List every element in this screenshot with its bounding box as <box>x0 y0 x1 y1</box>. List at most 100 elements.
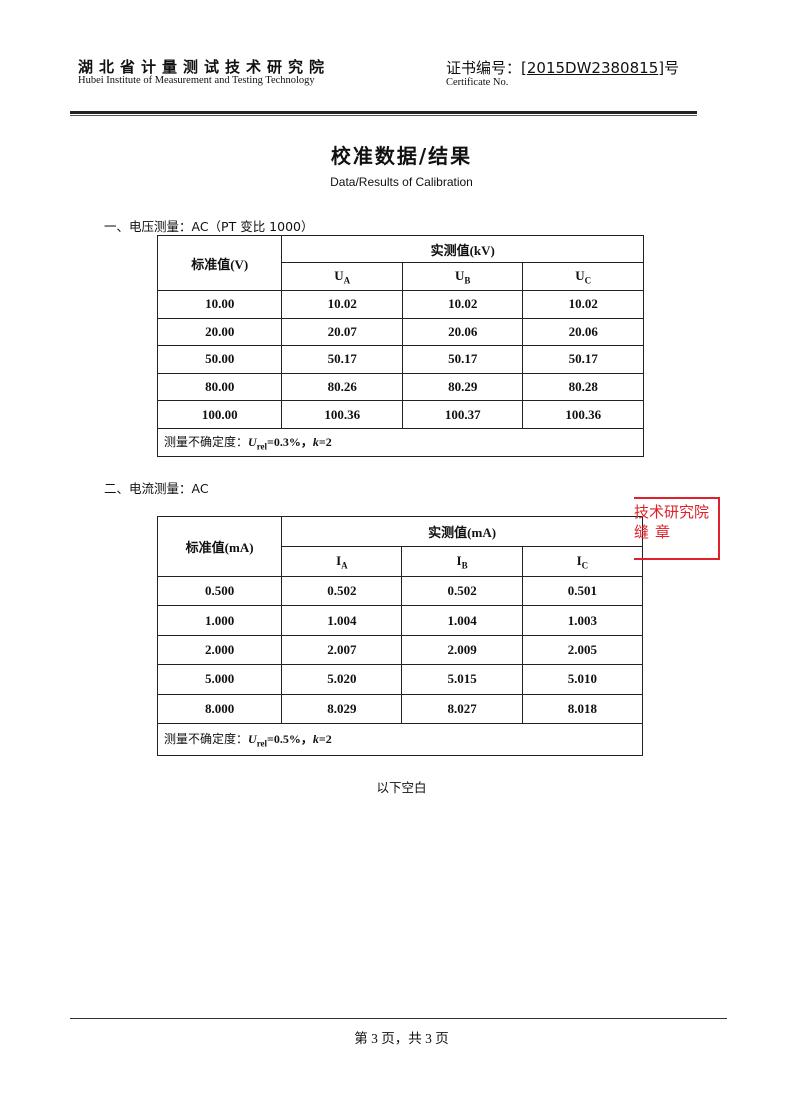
standard-value-cell: 8.000 <box>156 693 283 724</box>
stamp-line-1: 技术研究院 <box>634 503 710 521</box>
blank-below-note: 以下空白 <box>376 780 427 795</box>
standard-value-cell: 1.000 <box>156 605 283 636</box>
measured-value-cell: 8.029 <box>281 693 403 724</box>
phase-symbol: I <box>336 552 342 568</box>
page-subtitle: Data/Results of Calibration <box>330 175 473 189</box>
table-row: 1.000 1.004 1.004 1.003 <box>156 605 644 636</box>
footer-divider <box>70 1018 727 1019</box>
phase-header: IA <box>281 546 403 577</box>
cert-no: 2015DW2380815 <box>526 59 659 77</box>
measured-value-cell: 10.02 <box>401 290 524 319</box>
standard-value-header: 标准值(mA) <box>156 516 283 577</box>
phase-header: UC <box>522 262 644 291</box>
table-row: 0.500 0.502 0.502 0.501 <box>156 575 644 607</box>
standard-value-header: 标准值(V) <box>156 235 283 291</box>
standard-value-cell: 50.00 <box>156 345 283 374</box>
uncertainty-value: =0.3%， <box>267 435 313 450</box>
measured-value-cell: 100.37 <box>401 400 524 429</box>
standard-value-cell: 20.00 <box>156 317 283 347</box>
institute-name-en: Hubei Institute of Measurement and Testi… <box>78 75 315 86</box>
measured-value-cell: 2.005 <box>521 634 644 666</box>
measured-value-cell: 100.36 <box>281 400 403 429</box>
uncertainty-label: 测量不确定度： <box>164 435 249 450</box>
coverage-factor-symbol: k <box>312 732 319 747</box>
page-title: 校准数据/结果 <box>330 144 473 168</box>
phase-symbol: I <box>456 552 462 568</box>
uncertainty-subscript: rel <box>256 738 268 749</box>
measured-value-cell: 5.010 <box>521 664 644 695</box>
cert-label: 证书编号： <box>446 59 522 77</box>
cert-suffix: 号 <box>664 59 680 77</box>
measured-value-cell: 8.018 <box>521 693 644 724</box>
table-row: 8.000 8.029 8.027 8.018 <box>156 693 644 724</box>
coverage-factor-value: =2 <box>318 732 332 747</box>
voltage-section-heading: 一、电压测量：AC（PT 变比 1000） <box>104 219 314 234</box>
standard-value-cell: 10.00 <box>156 290 283 319</box>
current-section-heading: 二、电流测量：AC <box>104 481 209 496</box>
table-row: 10.00 10.02 10.02 10.02 <box>156 290 644 319</box>
certificate-label-en: Certificate No. <box>446 77 509 88</box>
table-row: 50.00 50.17 50.17 50.17 <box>156 345 644 374</box>
standard-value-cell: 80.00 <box>156 372 283 402</box>
phase-subscript: C <box>584 275 592 286</box>
measured-value-cell: 10.02 <box>522 290 644 319</box>
voltage-table: 标准值(V) 实测值(kV) UA UB UC 10.00 10.02 10.02 10.02… <box>156 235 644 457</box>
uncertainty-subscript: rel <box>256 441 268 452</box>
measured-value-cell: 2.007 <box>281 634 403 666</box>
uncertainty-symbol: U <box>248 435 257 450</box>
phase-header: UB <box>401 262 524 291</box>
table-row: 5.000 5.020 5.015 5.010 <box>156 664 644 695</box>
uncertainty-label: 测量不确定度： <box>164 732 249 747</box>
current-table: 标准值(mA) 实测值(mA) IA IB IC 0.500 0.502 0.502 0.50… <box>156 516 644 756</box>
measured-value-cell: 50.17 <box>281 345 403 374</box>
standard-value-cell: 5.000 <box>156 664 283 695</box>
header-divider-thin <box>70 115 697 116</box>
phase-header: UA <box>281 262 403 291</box>
standard-value-cell: 100.00 <box>156 400 283 429</box>
phase-symbol: U <box>455 267 465 283</box>
standard-value-cell: 2.000 <box>156 634 283 666</box>
measured-value-cell: 20.06 <box>401 317 524 347</box>
phase-header: IB <box>401 546 523 577</box>
measured-value-cell: 50.17 <box>401 345 524 374</box>
table-row: 100.00 100.36 100.37 100.36 <box>156 400 644 429</box>
measured-value-cell: 2.009 <box>401 634 523 666</box>
measured-value-cell: 20.07 <box>281 317 403 347</box>
measured-value-cell: 50.17 <box>522 345 644 374</box>
uncertainty-value: =0.5%， <box>267 732 313 747</box>
phase-subscript: A <box>341 560 348 571</box>
standard-value-cell: 0.500 <box>156 575 283 607</box>
phase-subscript: A <box>343 275 351 286</box>
measured-value-cell: 100.36 <box>522 400 644 429</box>
measured-value-cell: 80.28 <box>522 372 644 402</box>
institute-name-cn: 湖北省计量测试技术研究院 <box>78 58 331 76</box>
table-row: 20.00 20.07 20.06 20.06 <box>156 317 644 347</box>
phase-subscript: C <box>581 560 589 571</box>
measured-value-cell: 80.26 <box>281 372 403 402</box>
measured-value-cell: 0.502 <box>281 575 403 607</box>
measured-value-cell: 0.502 <box>401 575 523 607</box>
header-divider <box>70 111 697 114</box>
measured-value-header: 实测值(kV) <box>281 235 644 263</box>
phase-subscript: B <box>461 560 468 571</box>
table-row: 80.00 80.26 80.29 80.28 <box>156 372 644 402</box>
phase-symbol: U <box>575 267 585 283</box>
phase-subscript: B <box>464 275 471 286</box>
measured-value-cell: 5.020 <box>281 664 403 695</box>
uncertainty-symbol: U <box>248 732 257 747</box>
measured-value-cell: 1.004 <box>401 605 523 636</box>
seal-stamp: 技术研究院 缝章 <box>634 497 720 560</box>
measured-value-cell: 1.003 <box>521 605 644 636</box>
page-number: 第 3 页，共 3 页 <box>354 1031 449 1046</box>
measured-value-cell: 8.027 <box>401 693 523 724</box>
coverage-factor-value: =2 <box>318 435 332 450</box>
measured-value-header: 实测值(mA) <box>281 516 643 547</box>
stamp-line-2: 缝章 <box>634 523 677 541</box>
measured-value-cell: 0.501 <box>521 575 644 607</box>
phase-header: IC <box>521 546 644 577</box>
measured-value-cell: 1.004 <box>281 605 403 636</box>
uncertainty-note: 测量不确定度：Urel=0.5%，k=2 <box>157 722 643 756</box>
uncertainty-note: 测量不确定度：Urel=0.3%，k=2 <box>157 427 644 457</box>
certificate-number: 证书编号：[2015DW2380815]号 <box>446 59 680 77</box>
measured-value-cell: 20.06 <box>522 317 644 347</box>
